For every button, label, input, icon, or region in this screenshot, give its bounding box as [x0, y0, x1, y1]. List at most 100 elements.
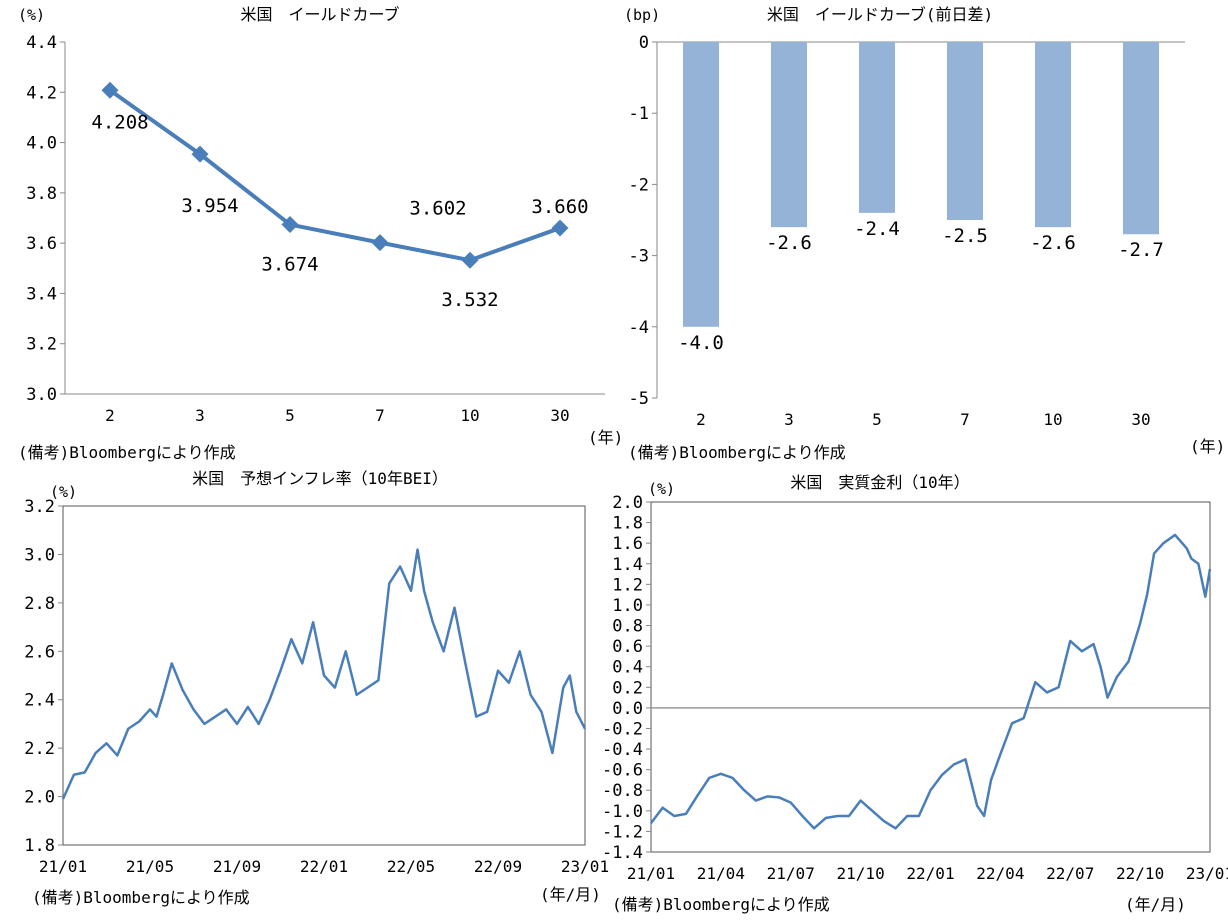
y-tick-label: 0.8 — [612, 617, 643, 637]
bar — [859, 42, 895, 213]
x-tick-label: 22/09 — [474, 857, 522, 876]
chart-title: 米国 実質金利（10年） — [790, 473, 969, 492]
x-tick-label: 23/01 — [561, 857, 609, 876]
series-line — [650, 533, 1212, 830]
y-tick-label: -1.0 — [602, 802, 643, 822]
y-axis-unit: (bp) — [624, 6, 660, 24]
y-axis-unit: (%) — [648, 480, 675, 498]
y-tick-label: 0.0 — [612, 699, 643, 719]
x-tick-label: 30 — [1131, 410, 1150, 429]
y-tick-label: -0.8 — [602, 781, 643, 801]
y-tick-label: 3.8 — [26, 184, 57, 204]
y-tick-label: 2.8 — [24, 594, 55, 614]
y-tick-label: 4.0 — [26, 134, 57, 154]
y-tick-label: 2.0 — [24, 788, 55, 808]
data-label: -4.0 — [678, 332, 724, 354]
data-marker — [191, 145, 209, 163]
y-tick-label: -3 — [629, 247, 649, 267]
y-tick-label: 1.0 — [612, 596, 643, 616]
x-axis-unit: (年/月) — [1125, 895, 1186, 914]
x-axis-unit: (年) — [588, 428, 623, 447]
x-tick-label: 22/05 — [387, 857, 435, 876]
data-marker — [281, 216, 299, 234]
y-tick-label: 1.8 — [612, 514, 643, 534]
source-note: (備考)Bloombergにより作成 — [32, 888, 250, 907]
bar — [683, 42, 719, 327]
bar — [947, 42, 983, 220]
y-axis-unit: (%) — [18, 6, 45, 24]
source-note: (備考)Bloombergにより作成 — [18, 443, 236, 462]
x-tick-label: 7 — [960, 410, 970, 429]
bar — [1035, 42, 1071, 228]
y-tick-label: 3.2 — [24, 497, 55, 517]
y-axis-unit: (%) — [50, 483, 77, 501]
y-tick-label: 2.2 — [24, 739, 55, 759]
data-marker — [551, 219, 569, 237]
x-tick-label: 10 — [460, 406, 479, 425]
x-tick-label: 2 — [696, 410, 706, 429]
y-tick-label: -0.2 — [602, 719, 643, 739]
chart-1: 米国 イールドカーブ (%) (年) (備考)Bloombergにより作成 3.0 3.2… — [18, 5, 623, 462]
y-tick-label: 2.4 — [24, 691, 55, 711]
x-tick-label: 21/04 — [697, 864, 745, 883]
chart-title: 米国 イールドカーブ — [240, 5, 399, 24]
y-tick-label: 1.4 — [612, 555, 643, 575]
data-label: 3.674 — [261, 254, 318, 276]
data-marker — [101, 81, 119, 99]
x-tick-label: 7 — [375, 406, 385, 425]
y-tick-label: 3.4 — [26, 284, 57, 304]
x-tick-label: 21/01 — [627, 864, 675, 883]
chart-title: 米国 予想インフレ率（10年BEI） — [192, 469, 448, 488]
y-tick-label: 0.6 — [612, 637, 643, 657]
y-tick-label: 1.8 — [24, 836, 55, 856]
data-label: 4.208 — [91, 111, 148, 133]
data-label: -2.6 — [1030, 232, 1076, 254]
x-tick-label: 3 — [195, 406, 205, 425]
x-tick-label: 22/07 — [1046, 864, 1094, 883]
x-tick-label: 3 — [784, 410, 794, 429]
data-label: -2.5 — [942, 225, 988, 247]
series-line — [61, 548, 587, 800]
data-label: -2.6 — [766, 232, 812, 254]
x-tick-label: 2 — [105, 406, 115, 425]
x-tick-label: 22/01 — [906, 864, 954, 883]
y-tick-label: 0.2 — [612, 678, 643, 698]
y-tick-label: 4.2 — [26, 83, 57, 103]
y-tick-label: 3.6 — [26, 234, 57, 254]
source-note: (備考)Bloombergにより作成 — [628, 443, 846, 462]
series-line — [108, 88, 561, 263]
y-tick-label: -2 — [629, 175, 649, 195]
y-tick-label: -4 — [629, 318, 649, 338]
x-tick-label: 21/01 — [39, 857, 87, 876]
x-tick-label: 5 — [285, 406, 295, 425]
y-tick-label: 3.2 — [26, 335, 57, 355]
x-axis-unit: (年) — [1190, 437, 1225, 456]
y-tick-label: -0.4 — [602, 740, 643, 760]
data-label: -2.7 — [1118, 239, 1164, 261]
y-tick-label: 0.4 — [612, 658, 643, 678]
bar — [1123, 42, 1159, 235]
data-marker — [371, 234, 389, 252]
x-tick-label: 30 — [550, 406, 569, 425]
plot-frame — [62, 505, 586, 846]
y-tick-label: -1 — [629, 104, 649, 124]
x-tick-label: 22/01 — [300, 857, 348, 876]
x-tick-label: 22/10 — [1116, 864, 1164, 883]
source-note: (備考)Bloombergにより作成 — [612, 895, 830, 914]
y-tick-label: 4.4 — [26, 33, 57, 53]
y-tick-label: -0.6 — [602, 761, 643, 781]
x-axis-unit: (年/月) — [540, 885, 601, 904]
x-tick-label: 21/07 — [767, 864, 815, 883]
bar — [771, 42, 807, 228]
x-tick-label: 23/01 — [1186, 864, 1228, 883]
data-label: 3.660 — [531, 196, 588, 218]
y-tick-label: 3.0 — [24, 545, 55, 565]
data-label: -2.4 — [854, 218, 900, 240]
x-tick-label: 22/04 — [976, 864, 1024, 883]
y-tick-label: 2.6 — [24, 642, 55, 662]
x-tick-label: 21/09 — [213, 857, 261, 876]
y-tick-label: 0 — [639, 33, 649, 53]
chart-3: 米国 予想インフレ率（10年BEI） (%) (年/月) (備考)Bloombergに… — [24, 469, 609, 907]
chart-2: 米国 イールドカーブ(前日差) (bp) (年) (備考)Bloombergにより作成… — [624, 5, 1225, 462]
